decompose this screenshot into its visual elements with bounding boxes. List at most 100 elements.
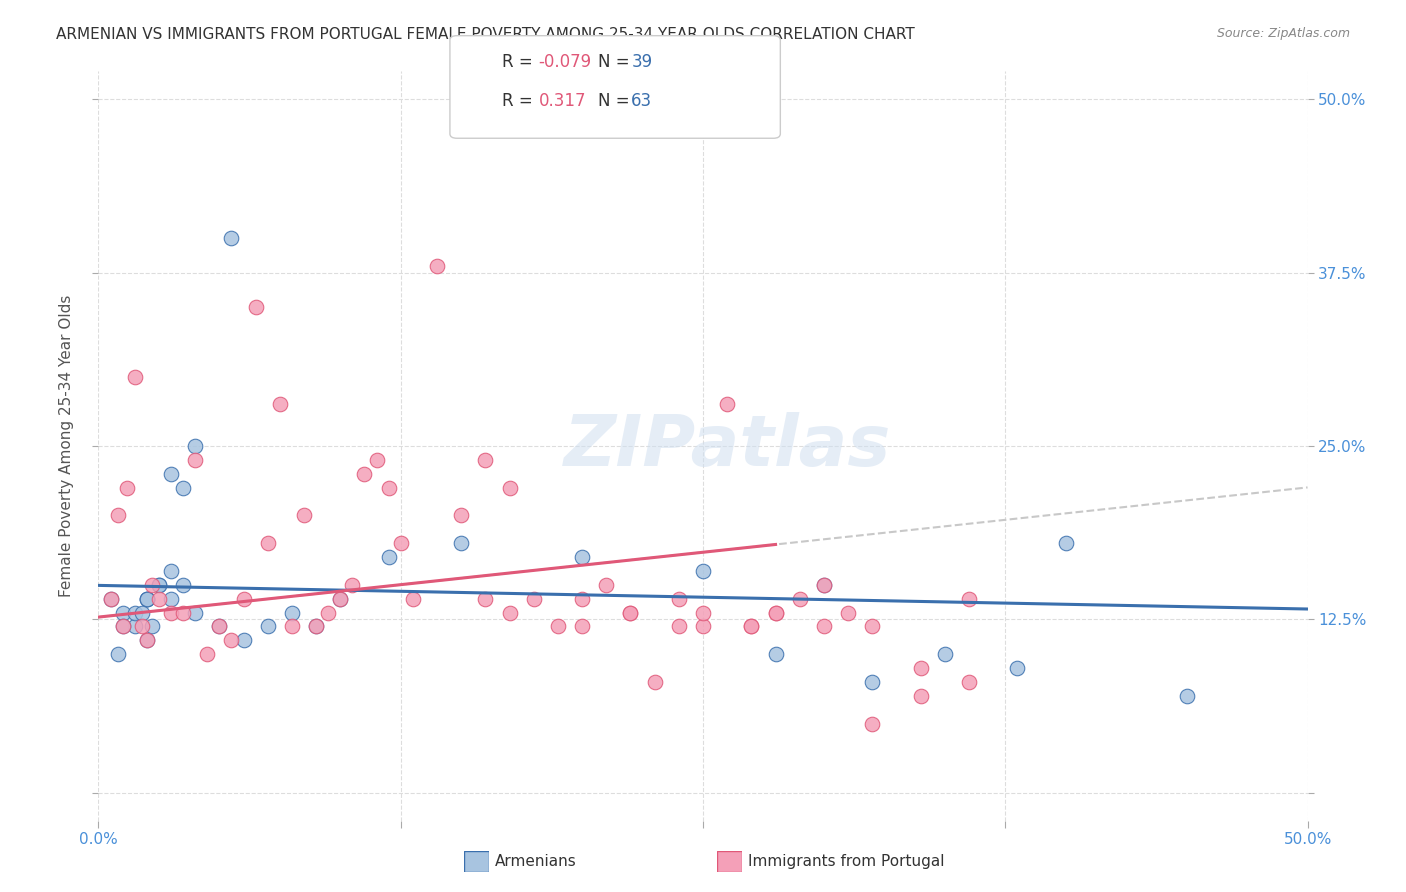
Text: ARMENIAN VS IMMIGRANTS FROM PORTUGAL FEMALE POVERTY AMONG 25-34 YEAR OLDS CORREL: ARMENIAN VS IMMIGRANTS FROM PORTUGAL FEM…: [56, 27, 915, 42]
Point: [100, 591, 122, 606]
Point: [377, 481, 399, 495]
Point: [316, 606, 339, 620]
Text: R =: R =: [502, 53, 538, 70]
Point: [160, 606, 183, 620]
Point: [571, 591, 593, 606]
Point: [957, 591, 980, 606]
Point: [221, 231, 243, 245]
Point: [107, 647, 129, 661]
Point: [221, 633, 243, 648]
Point: [160, 467, 183, 481]
Point: [619, 606, 641, 620]
Point: [813, 578, 835, 592]
Point: [1054, 536, 1077, 550]
Point: [256, 536, 278, 550]
Point: [148, 591, 170, 606]
Point: [184, 606, 207, 620]
Point: [450, 508, 472, 523]
Point: [571, 549, 593, 564]
Point: [135, 633, 157, 648]
Point: [329, 591, 352, 606]
Point: [426, 259, 449, 273]
Point: [716, 397, 738, 411]
Point: [141, 578, 163, 592]
Text: 39: 39: [631, 53, 652, 70]
Point: [1007, 661, 1029, 675]
Point: [124, 606, 146, 620]
Point: [860, 619, 883, 633]
Point: [172, 481, 194, 495]
Point: [789, 591, 811, 606]
Point: [111, 606, 134, 620]
Point: [148, 578, 170, 592]
Point: [523, 591, 546, 606]
Text: R =: R =: [502, 92, 543, 110]
Text: Immigrants from Portugal: Immigrants from Portugal: [748, 855, 945, 869]
Text: N =: N =: [598, 53, 634, 70]
Point: [474, 453, 496, 467]
Text: Armenians: Armenians: [495, 855, 576, 869]
Point: [232, 591, 254, 606]
Point: [208, 619, 231, 633]
Point: [208, 619, 231, 633]
Point: [195, 647, 218, 661]
Point: [692, 564, 714, 578]
Point: [184, 453, 207, 467]
Point: [813, 578, 835, 592]
Point: [281, 606, 304, 620]
Point: [232, 633, 254, 648]
Point: [305, 619, 328, 633]
Point: [1175, 689, 1198, 703]
Point: [100, 591, 122, 606]
Point: [141, 619, 163, 633]
Point: [124, 369, 146, 384]
Text: ZIPatlas: ZIPatlas: [564, 411, 891, 481]
Point: [160, 564, 183, 578]
Point: [342, 578, 364, 592]
Point: [860, 674, 883, 689]
Point: [692, 619, 714, 633]
Point: [135, 591, 157, 606]
Point: [498, 606, 520, 620]
Point: [107, 508, 129, 523]
Point: [269, 397, 291, 411]
Point: [934, 647, 956, 661]
Point: [740, 619, 762, 633]
Point: [644, 674, 666, 689]
Point: [135, 633, 157, 648]
Text: -0.079: -0.079: [538, 53, 592, 70]
Point: [571, 619, 593, 633]
Point: [353, 467, 375, 481]
Point: [172, 606, 194, 620]
Point: [668, 591, 690, 606]
Point: [474, 591, 496, 606]
Point: [765, 647, 787, 661]
Point: [765, 606, 787, 620]
Point: [135, 591, 157, 606]
Point: [910, 689, 932, 703]
Point: [498, 481, 520, 495]
Point: [124, 619, 146, 633]
Point: [402, 591, 425, 606]
Point: [329, 591, 352, 606]
Y-axis label: Female Poverty Among 25-34 Year Olds: Female Poverty Among 25-34 Year Olds: [59, 295, 75, 597]
Point: [184, 439, 207, 453]
Point: [148, 578, 170, 592]
Point: [668, 619, 690, 633]
Point: [281, 619, 304, 633]
Point: [765, 606, 787, 620]
Point: [245, 300, 267, 314]
Point: [111, 619, 134, 633]
Point: [389, 536, 412, 550]
Point: [256, 619, 278, 633]
Point: [135, 591, 157, 606]
Text: 63: 63: [631, 92, 652, 110]
Point: [619, 606, 641, 620]
Point: [595, 578, 617, 592]
Point: [860, 716, 883, 731]
Point: [117, 481, 139, 495]
Text: N =: N =: [598, 92, 634, 110]
Point: [692, 606, 714, 620]
Point: [837, 606, 859, 620]
Point: [377, 549, 399, 564]
